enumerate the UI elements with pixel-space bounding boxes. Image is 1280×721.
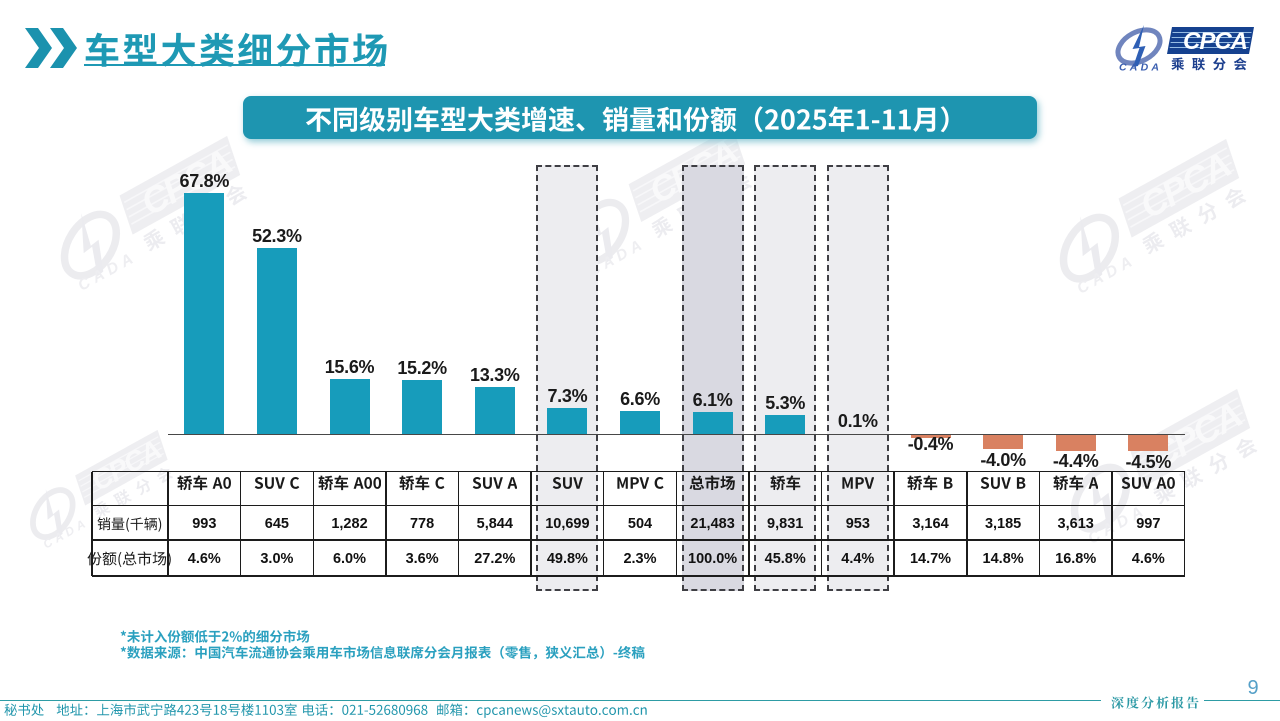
svg-text:CPCA: CPCA [1183, 28, 1248, 55]
